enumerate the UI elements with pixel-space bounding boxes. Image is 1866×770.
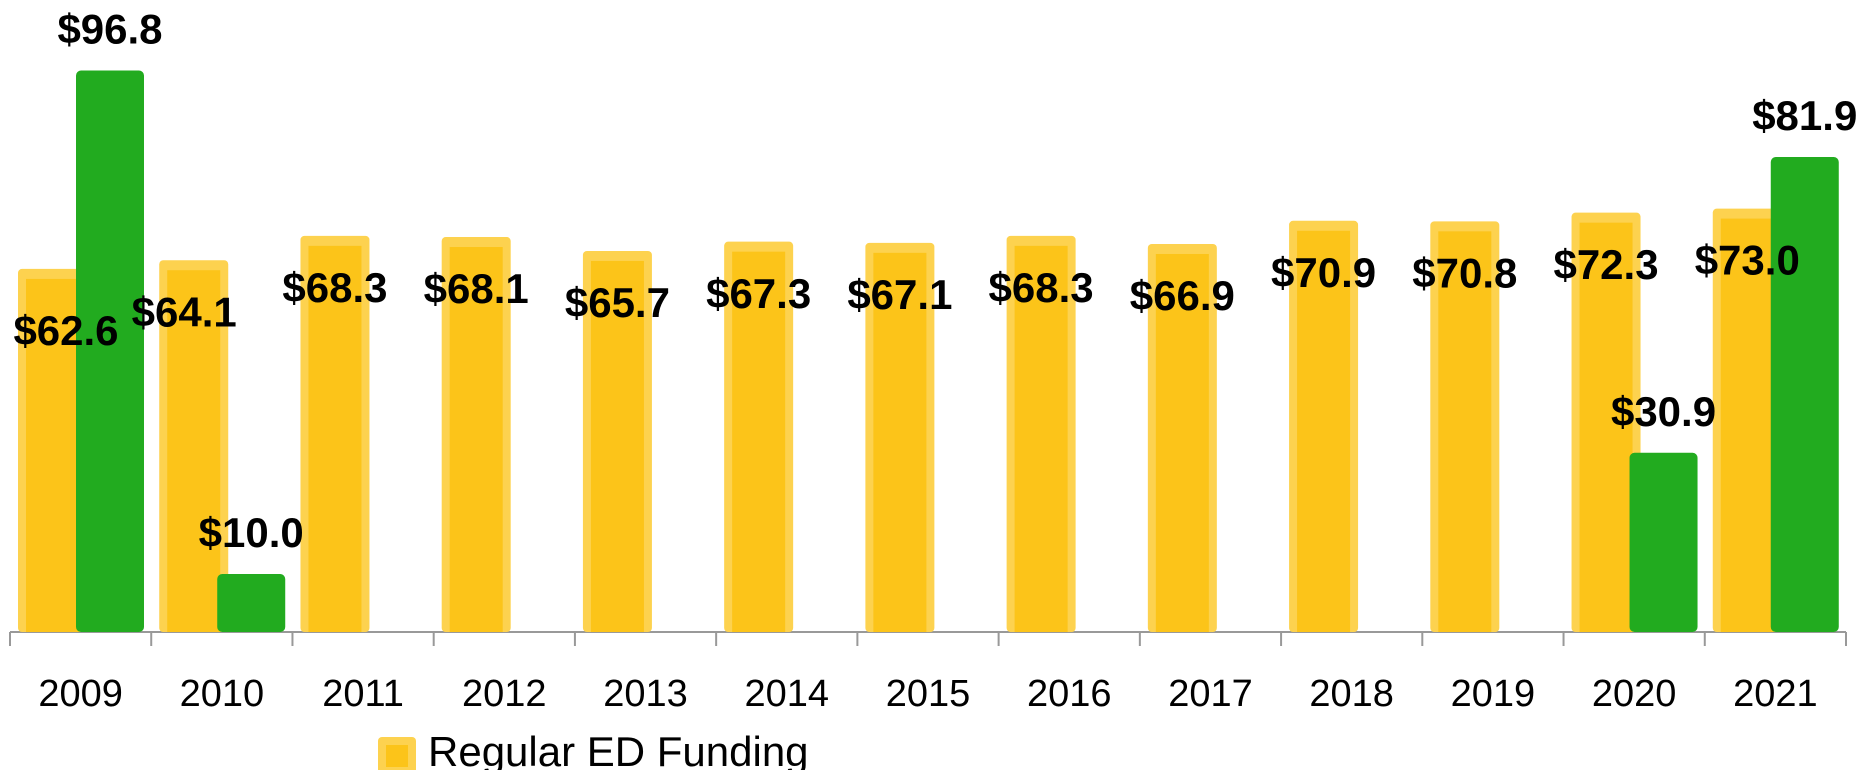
bar-inner: [1438, 231, 1492, 633]
data-label: $65.7: [565, 279, 670, 326]
data-label: $67.1: [847, 271, 952, 318]
bar-inner: [1297, 230, 1351, 632]
bar-inner: [1579, 222, 1633, 632]
bar-inner: [449, 247, 503, 632]
bar-inner: [732, 251, 786, 632]
bar-inner: [1155, 253, 1209, 633]
data-label: $10.0: [199, 509, 304, 556]
data-label: $73.0: [1695, 237, 1800, 284]
x-tick-label: 2009: [38, 673, 123, 715]
x-tick-label: 2019: [1451, 673, 1536, 715]
data-label: $72.3: [1553, 241, 1658, 288]
data-label: $68.1: [424, 265, 529, 312]
bar-inner: [26, 278, 79, 632]
bar-inner: [1014, 245, 1068, 633]
bar: [1629, 452, 1698, 632]
x-tick-label: 2011: [322, 673, 404, 715]
x-tick-label: 2012: [462, 673, 547, 715]
x-tick-label: 2013: [603, 673, 688, 715]
bar-inner: [590, 260, 644, 632]
x-tick-label: 2018: [1309, 673, 1394, 715]
x-tick-label: 2021: [1733, 673, 1818, 715]
data-label: $68.3: [282, 264, 387, 311]
bar-inner: [167, 270, 221, 632]
data-label: $81.9: [1752, 92, 1857, 139]
data-label: $30.9: [1611, 388, 1716, 435]
legend-label: Regular ED Funding: [428, 728, 809, 770]
x-tick-label: 2016: [1027, 673, 1112, 715]
data-label: $62.6: [13, 307, 118, 354]
data-label: $70.9: [1271, 249, 1376, 296]
data-label: $70.8: [1412, 249, 1517, 296]
x-tick-label: 2017: [1168, 673, 1253, 715]
data-label: $68.3: [989, 264, 1094, 311]
bar-inner: [1720, 218, 1774, 632]
bar-inner: [308, 245, 362, 633]
x-tick-label: 2020: [1592, 673, 1677, 715]
data-label: $64.1: [132, 288, 237, 335]
data-label: $96.8: [57, 6, 162, 53]
x-tick-label: 2014: [744, 673, 829, 715]
bar: [76, 70, 144, 632]
bar: [1770, 156, 1839, 633]
data-label: $66.9: [1130, 272, 1235, 319]
x-tick-label: 2010: [180, 673, 265, 715]
bar-inner: [873, 252, 927, 632]
x-tick-label: 2015: [886, 673, 971, 715]
data-label: $67.3: [706, 270, 811, 317]
bar: [217, 574, 286, 632]
legend-swatch-inner: [386, 745, 408, 767]
